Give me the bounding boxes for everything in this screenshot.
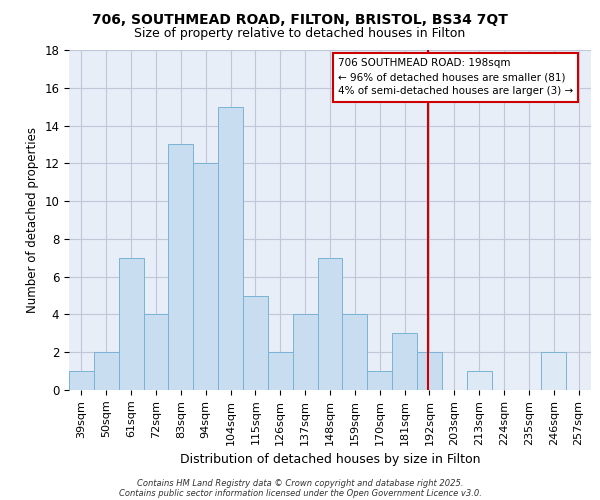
Bar [94, 352, 119, 390]
Bar [119, 258, 143, 390]
Y-axis label: Number of detached properties: Number of detached properties [26, 127, 39, 313]
Bar [193, 164, 218, 390]
Bar [343, 314, 367, 390]
Bar [317, 258, 343, 390]
Text: Contains HM Land Registry data © Crown copyright and database right 2025.: Contains HM Land Registry data © Crown c… [137, 478, 463, 488]
Bar [541, 352, 566, 390]
Bar [392, 334, 417, 390]
Text: 706, SOUTHMEAD ROAD, FILTON, BRISTOL, BS34 7QT: 706, SOUTHMEAD ROAD, FILTON, BRISTOL, BS… [92, 12, 508, 26]
Bar [293, 314, 317, 390]
Bar [467, 371, 491, 390]
Text: Size of property relative to detached houses in Filton: Size of property relative to detached ho… [134, 28, 466, 40]
Bar [169, 144, 193, 390]
X-axis label: Distribution of detached houses by size in Filton: Distribution of detached houses by size … [180, 453, 480, 466]
Text: 706 SOUTHMEAD ROAD: 198sqm
← 96% of detached houses are smaller (81)
4% of semi-: 706 SOUTHMEAD ROAD: 198sqm ← 96% of deta… [338, 58, 573, 96]
Bar [417, 352, 442, 390]
Bar [143, 314, 169, 390]
Bar [268, 352, 293, 390]
Bar [218, 106, 243, 390]
Text: Contains public sector information licensed under the Open Government Licence v3: Contains public sector information licen… [119, 488, 481, 498]
Bar [367, 371, 392, 390]
Bar [69, 371, 94, 390]
Bar [243, 296, 268, 390]
